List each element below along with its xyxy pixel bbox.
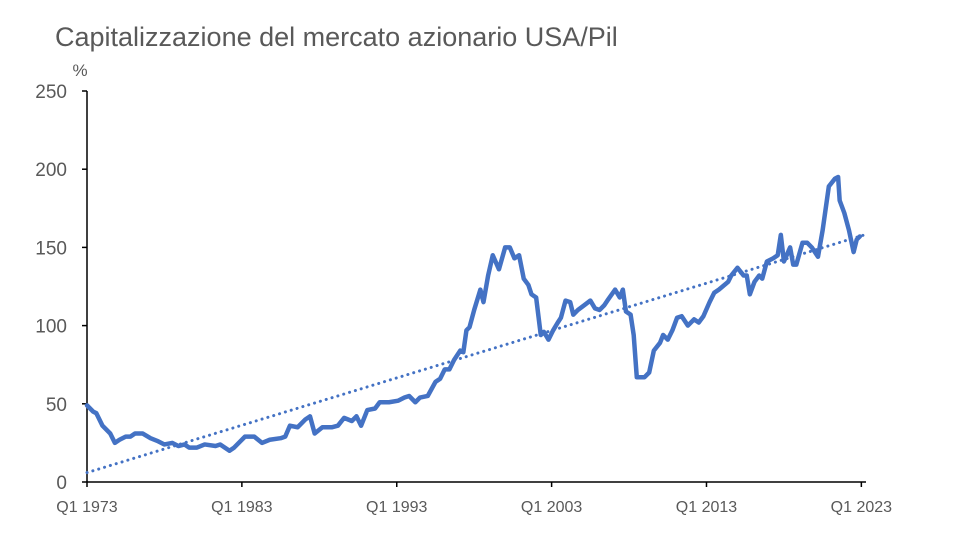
x-tick-label: Q1 1993 xyxy=(366,499,427,516)
x-tick-label: Q1 1983 xyxy=(211,499,272,516)
y-tick-label: 150 xyxy=(35,238,67,259)
y-axis-label: % xyxy=(72,61,87,80)
y-tick-label: 0 xyxy=(56,473,67,494)
x-tick-label: Q1 2013 xyxy=(676,499,737,516)
y-tick-label: 100 xyxy=(35,317,67,338)
y-tick-label: 50 xyxy=(46,395,67,416)
y-tick-label: 250 xyxy=(35,82,67,103)
x-tick-label: Q1 1973 xyxy=(56,499,117,516)
chart-title: Capitalizzazione del mercato azionario U… xyxy=(55,22,618,52)
data-line xyxy=(84,174,863,453)
y-tick-label: 200 xyxy=(35,160,67,181)
x-tick-label: Q1 2023 xyxy=(831,499,892,516)
x-tick-label: Q1 2003 xyxy=(521,499,582,516)
trend-line xyxy=(85,233,866,475)
